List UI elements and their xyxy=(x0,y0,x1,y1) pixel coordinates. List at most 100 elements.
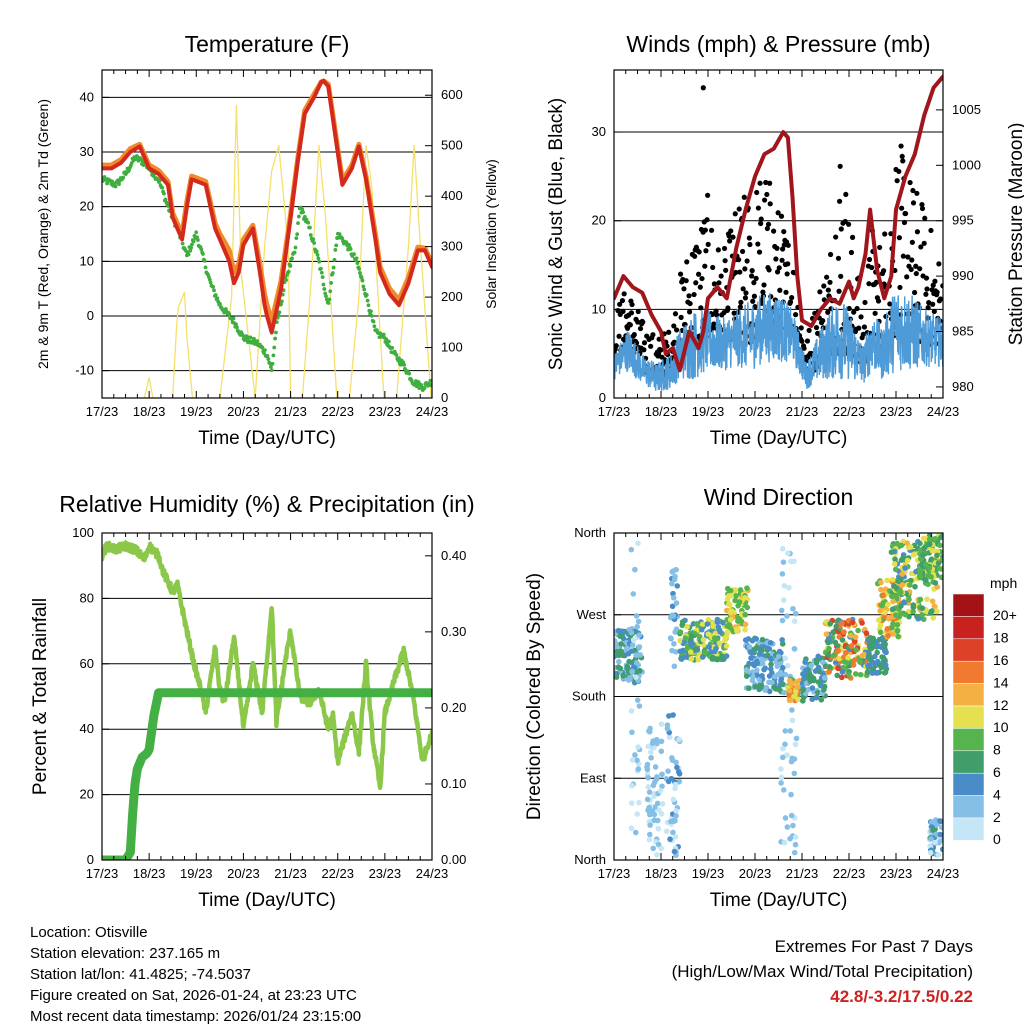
direction-point xyxy=(615,627,622,634)
x-tick-label: 21/23 xyxy=(786,404,819,419)
direction-point xyxy=(744,585,750,591)
direction-point xyxy=(628,546,635,553)
gust-point xyxy=(817,289,823,295)
winds-x-axis-label: Time (Day/UTC) xyxy=(710,428,848,449)
gust-point xyxy=(827,279,833,285)
gust-point xyxy=(703,248,709,254)
direction-point xyxy=(626,658,632,665)
direction-point xyxy=(628,825,635,832)
y-tick-label: 0 xyxy=(87,852,94,867)
direction-point xyxy=(759,636,766,643)
dewpoint-point xyxy=(269,368,274,373)
direction-point xyxy=(907,582,913,588)
direction-point xyxy=(775,653,782,660)
direction-point xyxy=(794,684,801,690)
gust-point xyxy=(934,289,940,295)
y-tick-label: 100 xyxy=(72,525,94,540)
gust-point xyxy=(736,257,742,263)
dewpoint-point xyxy=(195,238,200,242)
dewpoint-point xyxy=(308,233,313,237)
gust-point xyxy=(723,267,729,273)
gust-point xyxy=(856,325,862,331)
gust-point xyxy=(631,332,637,338)
temperature-title: Temperature (F) xyxy=(185,31,350,57)
direction-point xyxy=(841,654,847,660)
direction-point xyxy=(769,679,775,686)
direction-point xyxy=(689,640,695,646)
gust-point xyxy=(740,286,746,292)
gust-point xyxy=(932,278,938,284)
direction-point xyxy=(791,770,798,777)
direction-point xyxy=(628,708,635,714)
direction-point xyxy=(826,668,832,675)
humidity-x-axis-label: Time (Day/UTC) xyxy=(198,890,336,911)
dewpoint-point xyxy=(306,220,311,225)
gust-point xyxy=(858,314,864,320)
gust-point xyxy=(872,310,878,316)
direction-point xyxy=(815,653,822,660)
gust-point xyxy=(799,338,805,344)
direction-point xyxy=(684,645,691,652)
dewpoint-point xyxy=(293,245,298,250)
direction-point xyxy=(745,636,752,642)
dewpoint-point xyxy=(270,361,275,366)
direction-point xyxy=(678,656,685,662)
colorbar-label: 10 xyxy=(993,719,1009,735)
dewpoint-point xyxy=(263,348,267,352)
direction-point xyxy=(727,587,734,594)
y2-tick-label: 300 xyxy=(441,239,463,254)
gust-point xyxy=(783,289,789,295)
dewpoint-point xyxy=(337,232,342,237)
dewpoint-point xyxy=(344,240,349,245)
gust-point xyxy=(749,273,755,279)
gust-point xyxy=(747,241,753,248)
y-tick-label: 30 xyxy=(80,144,94,159)
colorbar-swatch xyxy=(952,817,985,841)
direction-point xyxy=(724,623,731,629)
direction-point xyxy=(670,568,677,574)
temperature-y2-axis-label: Solar Insolation (Yellow) xyxy=(483,159,499,309)
colorbar-label: 0 xyxy=(993,831,1001,847)
direction-point xyxy=(853,647,859,653)
y2-tick-label: 1005 xyxy=(952,102,981,117)
direction-point xyxy=(910,604,917,611)
direction-point xyxy=(736,599,743,605)
gust-point xyxy=(755,205,761,211)
direction-point xyxy=(791,849,798,856)
direction-point xyxy=(757,685,764,691)
gust-point xyxy=(687,300,693,307)
x-tick-label: 23/23 xyxy=(880,866,913,881)
y2-tick-label: 990 xyxy=(952,268,974,283)
gust-point xyxy=(693,280,699,286)
station-elevation: Station elevation: 237.165 m xyxy=(30,945,221,962)
dewpoint-point xyxy=(292,250,297,255)
dewpoint-point xyxy=(308,225,312,230)
direction-point xyxy=(636,703,643,709)
direction-point xyxy=(658,721,665,727)
direction-point xyxy=(917,568,924,575)
direction-point xyxy=(851,657,858,663)
direction-point xyxy=(833,623,840,630)
direction-point xyxy=(620,673,626,679)
gust-point xyxy=(635,319,641,325)
direction-point xyxy=(928,836,934,842)
direction-point xyxy=(876,617,882,623)
direction-point xyxy=(700,636,707,643)
direction-point xyxy=(790,822,796,829)
temperature-y-axis-label: 2m & 9m T (Red, Orange) & 2m Td (Green) xyxy=(35,99,51,369)
direction-chart: Wind Direction 17/23 18/23 19/23 20/23 21/23 2… xyxy=(524,484,959,911)
dewpoint-point xyxy=(212,288,216,293)
gust-point xyxy=(765,221,772,227)
direction-point xyxy=(845,655,851,661)
direction-point xyxy=(756,651,763,657)
direction-point xyxy=(671,848,678,855)
gust-point xyxy=(756,249,763,255)
direction-point xyxy=(648,749,654,755)
gust-point xyxy=(627,322,633,328)
temp-9m-line xyxy=(102,78,432,324)
direction-point xyxy=(899,582,906,588)
direction-point xyxy=(666,713,672,719)
y2-tick-label: 1000 xyxy=(952,157,981,172)
humidity-line xyxy=(102,540,432,791)
dewpoint-point xyxy=(215,296,220,301)
